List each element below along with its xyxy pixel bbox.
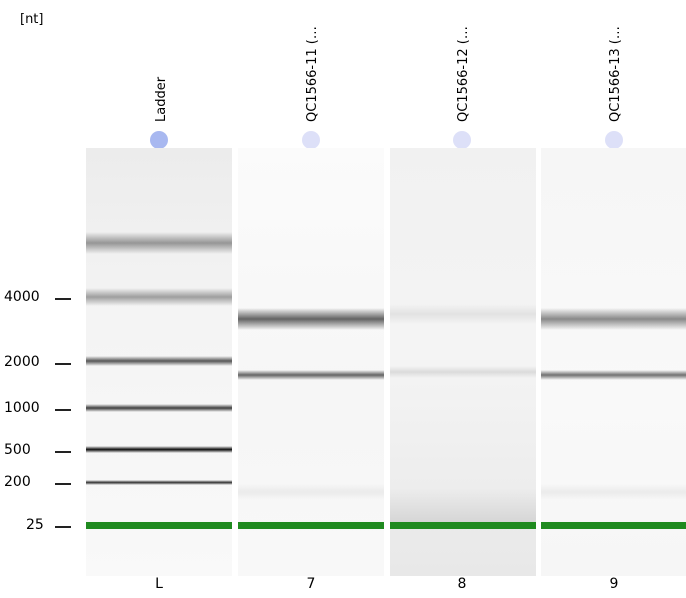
y-tick-label: 2000 [4,354,40,370]
lane-title-label: QC1566-13 (… [608,26,623,122]
band [390,488,536,522]
y-tick-label: 200 [4,474,31,490]
lane-dot-9[interactable] [605,131,623,149]
lane-number: 7 [306,576,316,592]
band [541,308,686,330]
band [86,356,232,366]
y-tick-mark [55,483,71,485]
y-tick-mark [55,526,71,528]
lane-title-9[interactable]: QC1566-13 (… [606,4,626,122]
lane-title-label: QC1566-12 (… [456,26,471,122]
band [238,370,384,380]
y-tick-label: 4000 [4,289,40,305]
lane-title-8[interactable]: QC1566-12 (… [454,4,474,122]
band [86,446,232,453]
band [86,232,232,254]
y-tick-label: 500 [4,442,31,458]
lane-number: L [155,576,163,592]
band [86,404,232,412]
band [86,288,232,306]
unit-label: [nt] [20,12,44,27]
lane-dot-8[interactable] [453,131,471,149]
lane-title-7[interactable]: QC1566-11 (… [303,4,323,122]
marker-band [238,522,384,529]
marker-band [541,522,686,529]
y-tick-label: 25 [26,517,44,533]
y-tick-mark [55,363,71,365]
y-tick-mark [55,451,71,453]
marker-band [86,522,232,529]
band [541,484,686,500]
marker-band [390,522,536,529]
band [541,370,686,380]
lane-dot-ladder[interactable] [150,131,168,149]
lane-ladder[interactable] [86,148,232,576]
lane-dot-7[interactable] [302,131,320,149]
lane-9[interactable] [541,148,686,576]
lane-title-label: Ladder [154,76,169,122]
lane-number: 9 [609,576,619,592]
lane-title-label: QC1566-11 (… [305,26,320,122]
lane-7[interactable] [238,148,384,576]
lane-title-ladder[interactable]: Ladder [152,4,172,122]
y-tick-mark [55,298,71,300]
lane-8[interactable] [390,148,536,576]
band [390,366,536,378]
band [238,308,384,330]
band [86,480,232,485]
y-tick-mark [55,409,71,411]
lane-number: 8 [457,576,467,592]
band [390,304,536,324]
band [238,484,384,500]
y-tick-label: 1000 [4,400,40,416]
